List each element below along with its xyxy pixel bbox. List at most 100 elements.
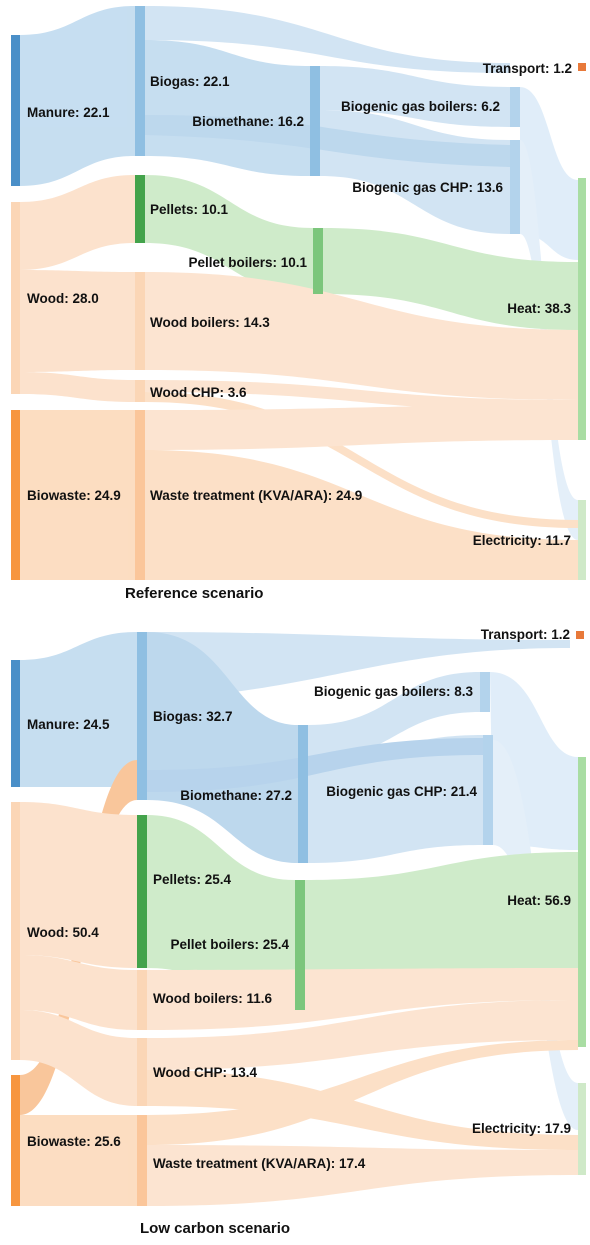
node-heat: [578, 757, 586, 1047]
node-wood: [11, 202, 20, 394]
node-waste-treatment: [135, 410, 145, 580]
link-biowaste-waste-treatment: [20, 410, 135, 580]
label-manure: Manure: 24.5: [27, 717, 110, 732]
link-biomethane-gas-boilers: [320, 66, 510, 127]
link-biogas-gas-chp: [145, 115, 510, 167]
link-biomethane-gas-chp: [308, 735, 483, 863]
label-biogas: Biogas: 22.1: [150, 74, 230, 89]
node-wood-boilers: [135, 272, 145, 370]
link-biogas-biomethane: [145, 40, 310, 176]
label-biogenic-gas-chp: Biogenic gas CHP: 21.4: [326, 784, 477, 799]
label-biogenic-gas-chp: Biogenic gas CHP: 13.6: [352, 180, 503, 195]
label-pellet-boilers: Pellet boilers: 25.4: [170, 937, 289, 952]
label-wood: Wood: 28.0: [27, 291, 99, 306]
link-biomethane-gas-chp: [320, 110, 510, 234]
link-waste-heat: [145, 405, 578, 450]
node-manure: [11, 35, 20, 186]
link-biomethane-gas-boilers: [308, 672, 480, 760]
node-biomethane: [298, 725, 308, 863]
link-waste-electricity: [145, 450, 578, 580]
node-biogas: [137, 632, 147, 800]
link-biowaste-waste-treatment: [20, 1115, 137, 1206]
node-biogas: [135, 6, 145, 156]
link-wood-chp-electricity: [145, 392, 578, 528]
node-pellet-boilers: [313, 228, 323, 294]
label-biomethane: Biomethane: 27.2: [180, 788, 292, 803]
label-wood-boilers: Wood boilers: 14.3: [150, 315, 270, 330]
link-wood-wood-chp: [20, 372, 135, 402]
label-pellet-boilers: Pellet boilers: 10.1: [188, 255, 307, 270]
link-wood-chp-heat: [145, 380, 578, 412]
node-electricity: [578, 500, 586, 580]
label-biogas: Biogas: 32.7: [153, 709, 233, 724]
low-carbon-scenario: Manure: 24.5 Wood: 50.4 Biowaste: 25.6 B…: [11, 627, 586, 1237]
node-heat: [578, 178, 586, 440]
node-biowaste: [11, 1075, 20, 1206]
link-gas-to-electricity: [520, 140, 578, 540]
label-waste-treatment: Waste treatment (KVA/ARA): 17.4: [153, 1156, 366, 1171]
node-biomethane: [310, 66, 320, 176]
link-pellet-boilers-heat: [305, 852, 578, 995]
label-transport: Transport: 1.2: [481, 627, 570, 642]
link-wood-pellets: [20, 802, 137, 968]
link-pellets-pellet-boilers: [145, 175, 313, 294]
node-biogenic-gas-boilers: [480, 672, 490, 712]
label-biogenic-gas-boilers: Biogenic gas boilers: 6.2: [341, 99, 500, 114]
label-biowaste: Biowaste: 25.6: [27, 1134, 121, 1149]
node-wood-boilers: [137, 970, 147, 1030]
label-wood-chp: Wood CHP: 13.4: [153, 1065, 258, 1080]
node-biogenic-gas-chp: [483, 735, 493, 845]
node-manure: [11, 660, 20, 787]
link-wood-boilers-heat: [145, 272, 578, 400]
link-manure-biogas: [20, 6, 135, 186]
label-heat: Heat: 38.3: [507, 301, 571, 316]
reference-links: [20, 6, 578, 580]
link-wood-chp-electricity: [147, 1070, 578, 1150]
node-electricity: [578, 1083, 586, 1175]
node-biogenic-gas-boilers: [510, 87, 520, 127]
link-wood-wood-boilers: [20, 955, 137, 1030]
reference-nodes: [11, 6, 586, 580]
label-wood: Wood: 50.4: [27, 925, 99, 940]
node-biogenic-gas-chp: [510, 140, 520, 234]
label-wood-chp: Wood CHP: 3.6: [150, 385, 247, 400]
reference-labels: Manure: 22.1 Wood: 28.0 Biowaste: 24.9 B…: [27, 61, 572, 602]
label-pellets: Pellets: 25.4: [153, 872, 232, 887]
label-biogenic-gas-boilers: Biogenic gas boilers: 8.3: [314, 684, 474, 699]
link-pellet-boilers-heat: [323, 228, 578, 330]
link-wood-wood-boilers: [20, 270, 135, 372]
label-electricity: Electricity: 17.9: [472, 1121, 571, 1136]
node-biowaste: [11, 410, 20, 580]
low-carbon-labels: Manure: 24.5 Wood: 50.4 Biowaste: 25.6 B…: [27, 627, 571, 1237]
low-carbon-nodes: [11, 631, 586, 1206]
link-waste-electricity: [147, 1040, 578, 1145]
node-transport: [578, 63, 586, 71]
link-biogas-transport: [147, 632, 570, 700]
link-wood-pellets: [20, 175, 135, 270]
node-wood-chp: [135, 380, 145, 402]
label-biomethane: Biomethane: 16.2: [192, 114, 304, 129]
scenario-title-reference: Reference scenario: [125, 585, 263, 602]
node-pellets: [135, 175, 145, 243]
link-biogas-transport: [145, 6, 510, 73]
label-electricity: Electricity: 11.7: [473, 533, 571, 548]
link-pellets-pellet-boilers: [147, 815, 295, 1010]
link-biogas-gas-chp: [147, 738, 483, 792]
node-pellets: [137, 815, 147, 968]
node-transport: [576, 631, 584, 639]
node-wood: [11, 802, 20, 1060]
label-biowaste: Biowaste: 24.9: [27, 488, 121, 503]
label-wood-boilers: Wood boilers: 11.6: [153, 991, 273, 1006]
link-wood-chp-heat: [147, 1000, 578, 1070]
link-wood-wood-chp: [20, 1010, 137, 1106]
link-manure-biogas: [20, 632, 137, 787]
node-waste-treatment: [137, 1115, 147, 1206]
link-biogas-biomethane: [147, 632, 298, 863]
reference-scenario: Manure: 22.1 Wood: 28.0 Biowaste: 24.9 B…: [11, 6, 586, 602]
label-manure: Manure: 22.1: [27, 105, 110, 120]
node-pellet-boilers: [295, 880, 305, 1010]
label-waste-treatment: Waste treatment (KVA/ARA): 24.9: [150, 488, 362, 503]
label-heat: Heat: 56.9: [507, 893, 571, 908]
link-wood-boilers-heat: [147, 968, 578, 1030]
